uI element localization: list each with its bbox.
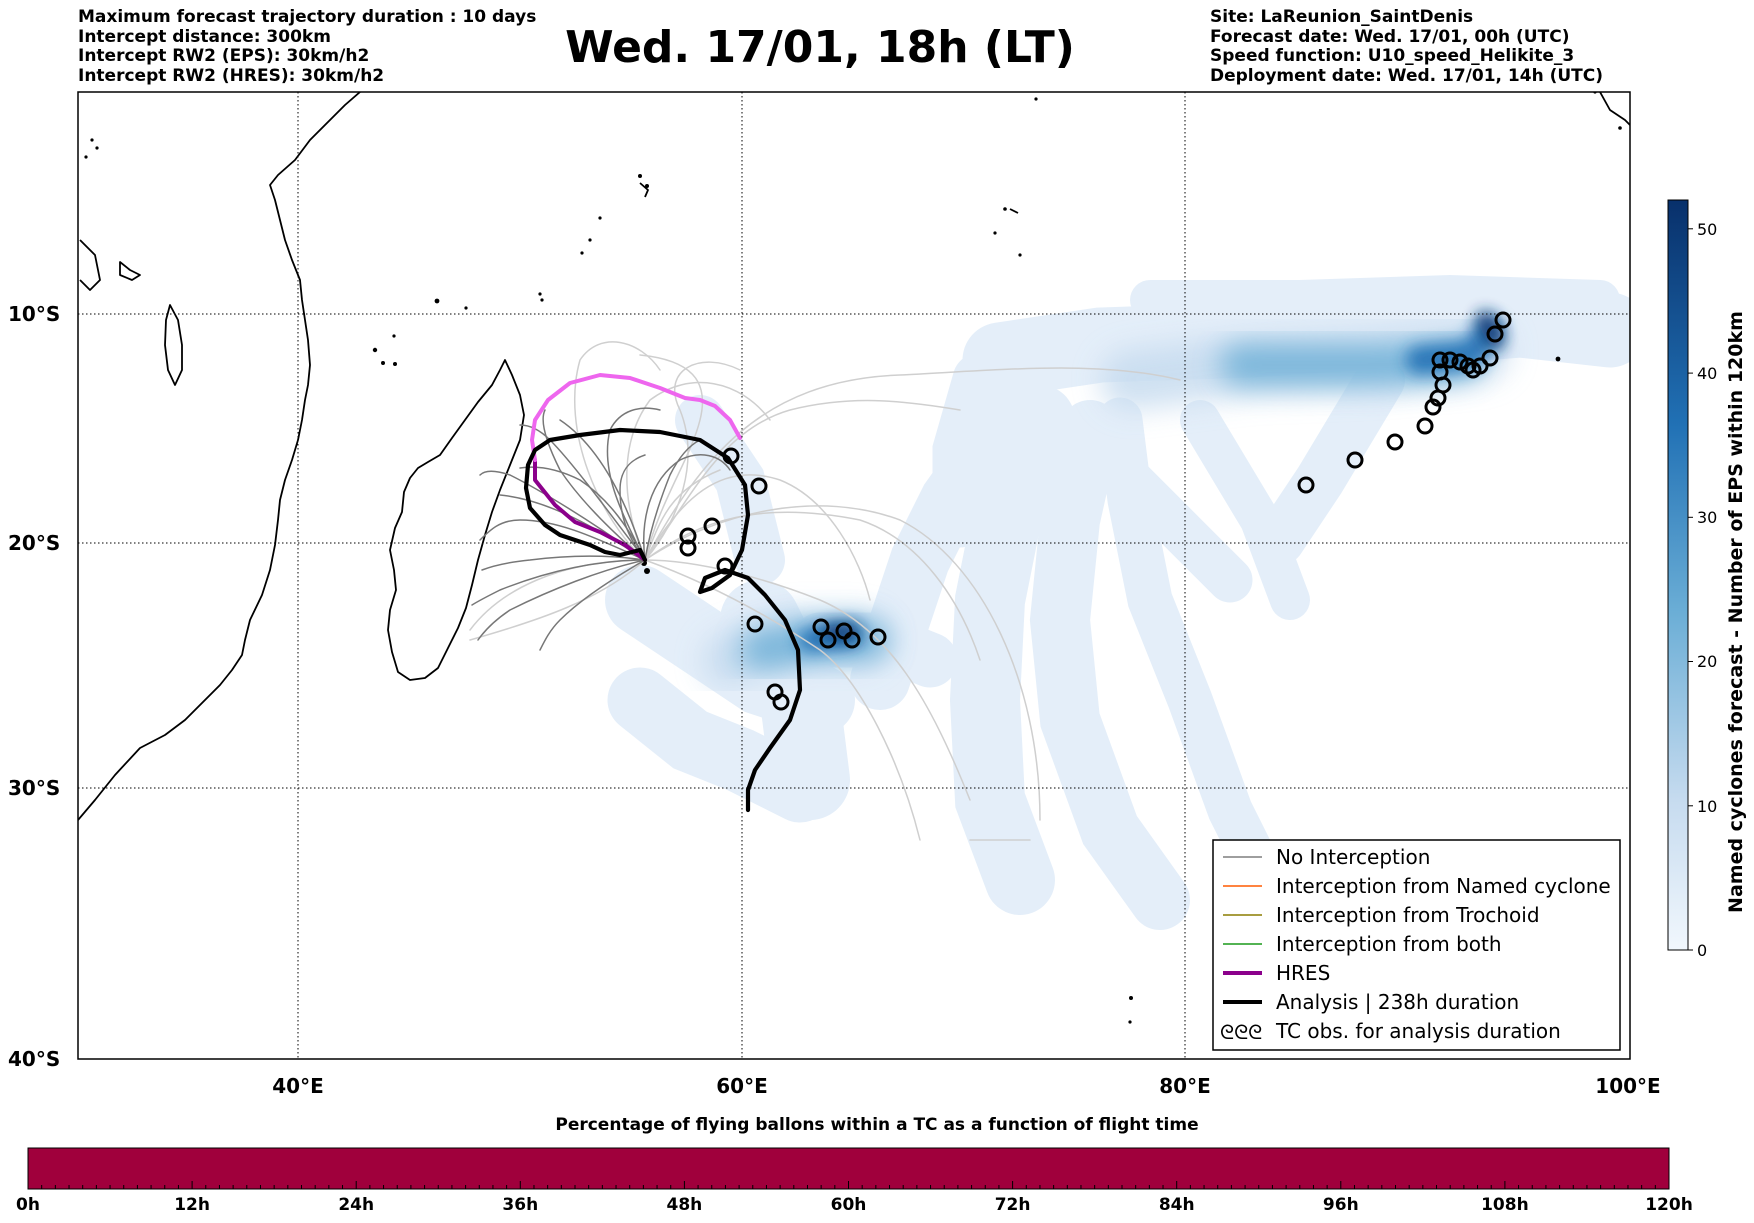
lat-label: 30°S: [8, 776, 60, 800]
analysis-trajectory: [523, 427, 803, 813]
header-right-line: Deployment date: Wed. 17/01, 14h (UTC): [1210, 65, 1604, 86]
header-right-line: Site: LaReunion_SaintDenis: [1210, 7, 1474, 27]
flight-time-label: 0h: [16, 1195, 40, 1215]
flight-time-label: 108h: [1481, 1195, 1529, 1215]
small-islands: [84, 92, 1622, 1024]
lon-label: 80°E: [1159, 1074, 1211, 1098]
colorbar-gradient: [1667, 199, 1689, 951]
legend-box: [1212, 839, 1621, 1051]
tc-observation-markers: [679, 311, 1512, 711]
header-left-line: Intercept distance: 300km: [78, 26, 331, 47]
legend-label: No Interception: [1276, 845, 1430, 869]
legend-item: HRES: [1223, 961, 1330, 985]
lat-labels: 10°S 20°S 30°S 40°S: [8, 302, 60, 1071]
colorbar-tick: 10: [1697, 797, 1717, 816]
legend-item: Interception from Trochoid: [1223, 903, 1540, 927]
africa-coast: [78, 92, 361, 821]
lon-label: 60°E: [716, 1074, 768, 1098]
colorbar: 0 10 20 30 40 50 Named cyclones forecast…: [1667, 199, 1747, 960]
flight-time-title: Percentage of flying ballons within a TC…: [555, 1115, 1199, 1135]
lat-label: 10°S: [8, 302, 60, 326]
flight-time-label: 24h: [338, 1195, 374, 1215]
coastlines: [78, 92, 1630, 821]
header-left-line: Maximum forecast trajectory duration : 1…: [78, 7, 537, 27]
header-left-line: Intercept RW2 (EPS): 30km/h2: [78, 46, 370, 66]
legend-item: No Interception: [1223, 845, 1430, 869]
flight-time-bar: 0h 12h 24h 36h 48h 60h 72h 84h 96h 108h …: [16, 1147, 1693, 1215]
legend-label: TC obs. for analysis duration: [1275, 1019, 1561, 1043]
legend-item: ᘓᘓᘓ TC obs. for analysis duration: [1220, 1019, 1561, 1044]
cyclone-symbol-icon: ᘓᘓᘓ: [1220, 1020, 1262, 1044]
flight-time-label: 84h: [1159, 1195, 1195, 1215]
map-frame: [77, 91, 1631, 1060]
hres-trajectory: [530, 373, 742, 562]
madagascar-coast: [387, 359, 525, 681]
colorbar-tick: 30: [1697, 508, 1717, 527]
flight-time-labels: 0h 12h 24h 36h 48h 60h 72h 84h 96h 108h …: [16, 1195, 1693, 1215]
legend-label: HRES: [1276, 961, 1330, 985]
eps-density-field: [605, 274, 1630, 930]
colorbar-tick: 50: [1697, 220, 1717, 239]
legend: No Interception Interception from Named …: [1212, 839, 1621, 1051]
lon-label: 100°E: [1595, 1074, 1660, 1098]
header-left-info: Maximum forecast trajectory duration : 1…: [78, 7, 537, 86]
flight-time-label: 60h: [831, 1195, 867, 1215]
eps-trajectories: [469, 341, 1181, 841]
header-right-line: Speed function: U10_speed_Helikite_3: [1210, 46, 1575, 66]
flight-time-label: 72h: [995, 1195, 1031, 1215]
flight-time-label: 96h: [1323, 1195, 1359, 1215]
flight-time-label: 48h: [667, 1195, 703, 1215]
colorbar-tick: 20: [1697, 652, 1717, 671]
map-plot-area: [78, 92, 1630, 1024]
legend-item: Interception from both: [1223, 932, 1502, 956]
legend-label: Interception from both: [1276, 932, 1502, 956]
colorbar-tick: 0: [1697, 941, 1707, 960]
flight-time-label: 36h: [502, 1195, 538, 1215]
lon-labels: 40°E 60°E 80°E 100°E: [272, 1074, 1660, 1098]
legend-item: Interception from Named cyclone: [1223, 874, 1611, 898]
header-right-info: Site: LaReunion_SaintDenis Forecast date…: [1210, 7, 1604, 86]
lon-label: 40°E: [272, 1074, 324, 1098]
page-title: Wed. 17/01, 18h (LT): [565, 22, 1075, 73]
flight-time-label: 12h: [174, 1195, 210, 1215]
flight-time-label: 120h: [1645, 1195, 1693, 1215]
colorbar-title: Named cyclones forecast - Number of EPS …: [1725, 311, 1747, 913]
legend-label: Interception from Trochoid: [1276, 903, 1540, 927]
header-right-line: Forecast date: Wed. 17/01, 00h (UTC): [1210, 26, 1570, 47]
lat-label: 20°S: [8, 531, 60, 555]
legend-label: Analysis | 238h duration: [1276, 990, 1519, 1014]
header-left-line: Intercept RW2 (HRES): 30km/h2: [78, 65, 385, 86]
legend-item: Analysis | 238h duration: [1223, 990, 1519, 1014]
cyclone-symbol-icon: [679, 311, 1512, 711]
colorbar-tick: 40: [1697, 364, 1717, 383]
lat-label: 40°S: [8, 1047, 60, 1071]
legend-label: Interception from Named cyclone: [1276, 874, 1611, 898]
graticule: [78, 92, 1630, 1059]
